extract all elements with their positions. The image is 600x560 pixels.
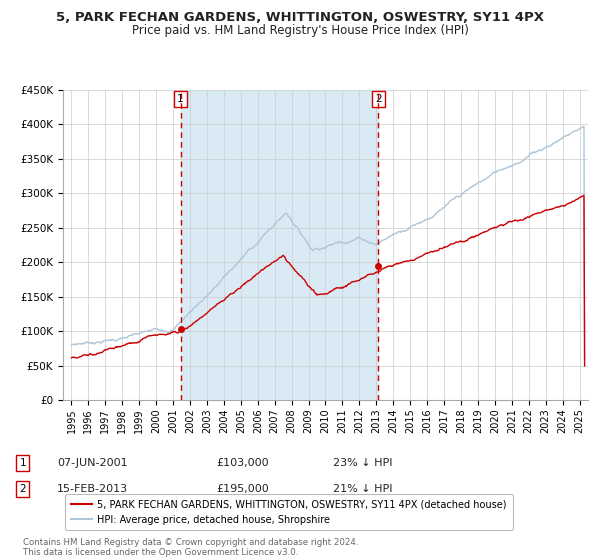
Text: Price paid vs. HM Land Registry's House Price Index (HPI): Price paid vs. HM Land Registry's House … — [131, 24, 469, 36]
Text: £195,000: £195,000 — [216, 484, 269, 494]
Text: 2: 2 — [19, 484, 26, 494]
Text: 23% ↓ HPI: 23% ↓ HPI — [333, 458, 392, 468]
Text: 1: 1 — [19, 458, 26, 468]
Legend: 5, PARK FECHAN GARDENS, WHITTINGTON, OSWESTRY, SY11 4PX (detached house), HPI: A: 5, PARK FECHAN GARDENS, WHITTINGTON, OSW… — [65, 494, 512, 530]
Bar — [181, 90, 379, 400]
Text: 2: 2 — [375, 94, 382, 104]
Text: 07-JUN-2001: 07-JUN-2001 — [57, 458, 128, 468]
Text: £103,000: £103,000 — [216, 458, 269, 468]
Text: 15-FEB-2013: 15-FEB-2013 — [57, 484, 128, 494]
Text: 5, PARK FECHAN GARDENS, WHITTINGTON, OSWESTRY, SY11 4PX: 5, PARK FECHAN GARDENS, WHITTINGTON, OSW… — [56, 11, 544, 24]
Text: 1: 1 — [177, 94, 184, 104]
Text: 21% ↓ HPI: 21% ↓ HPI — [333, 484, 392, 494]
Text: Contains HM Land Registry data © Crown copyright and database right 2024.
This d: Contains HM Land Registry data © Crown c… — [23, 538, 358, 557]
